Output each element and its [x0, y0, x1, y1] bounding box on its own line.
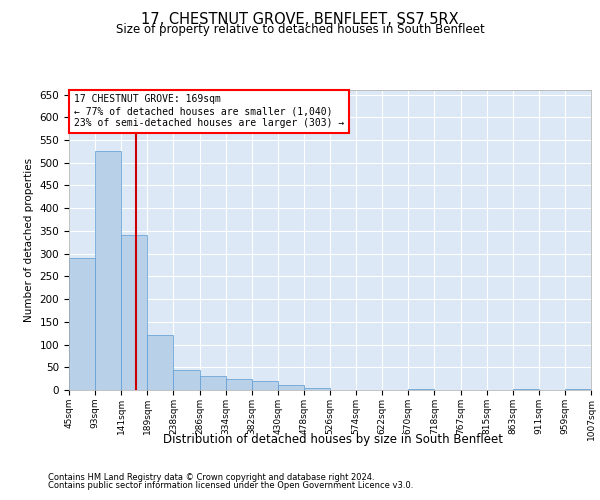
- Bar: [121, 236, 148, 390]
- Bar: [409, 389, 434, 390]
- Bar: [69, 258, 95, 390]
- Text: Size of property relative to detached houses in South Benfleet: Size of property relative to detached ho…: [116, 22, 484, 36]
- Bar: [278, 386, 304, 390]
- Text: Contains public sector information licensed under the Open Government Licence v3: Contains public sector information licen…: [48, 481, 413, 490]
- Bar: [199, 376, 226, 390]
- Y-axis label: Number of detached properties: Number of detached properties: [24, 158, 34, 322]
- Bar: [148, 336, 173, 390]
- Text: 17 CHESTNUT GROVE: 169sqm
← 77% of detached houses are smaller (1,040)
23% of se: 17 CHESTNUT GROVE: 169sqm ← 77% of detac…: [74, 94, 344, 128]
- Bar: [513, 389, 539, 390]
- Bar: [226, 378, 252, 390]
- Bar: [565, 389, 591, 390]
- Bar: [95, 152, 121, 390]
- Text: 17, CHESTNUT GROVE, BENFLEET, SS7 5RX: 17, CHESTNUT GROVE, BENFLEET, SS7 5RX: [141, 12, 459, 28]
- Bar: [252, 381, 278, 390]
- Bar: [173, 370, 199, 390]
- Text: Distribution of detached houses by size in South Benfleet: Distribution of detached houses by size …: [163, 432, 503, 446]
- Bar: [304, 388, 330, 390]
- Text: Contains HM Land Registry data © Crown copyright and database right 2024.: Contains HM Land Registry data © Crown c…: [48, 472, 374, 482]
